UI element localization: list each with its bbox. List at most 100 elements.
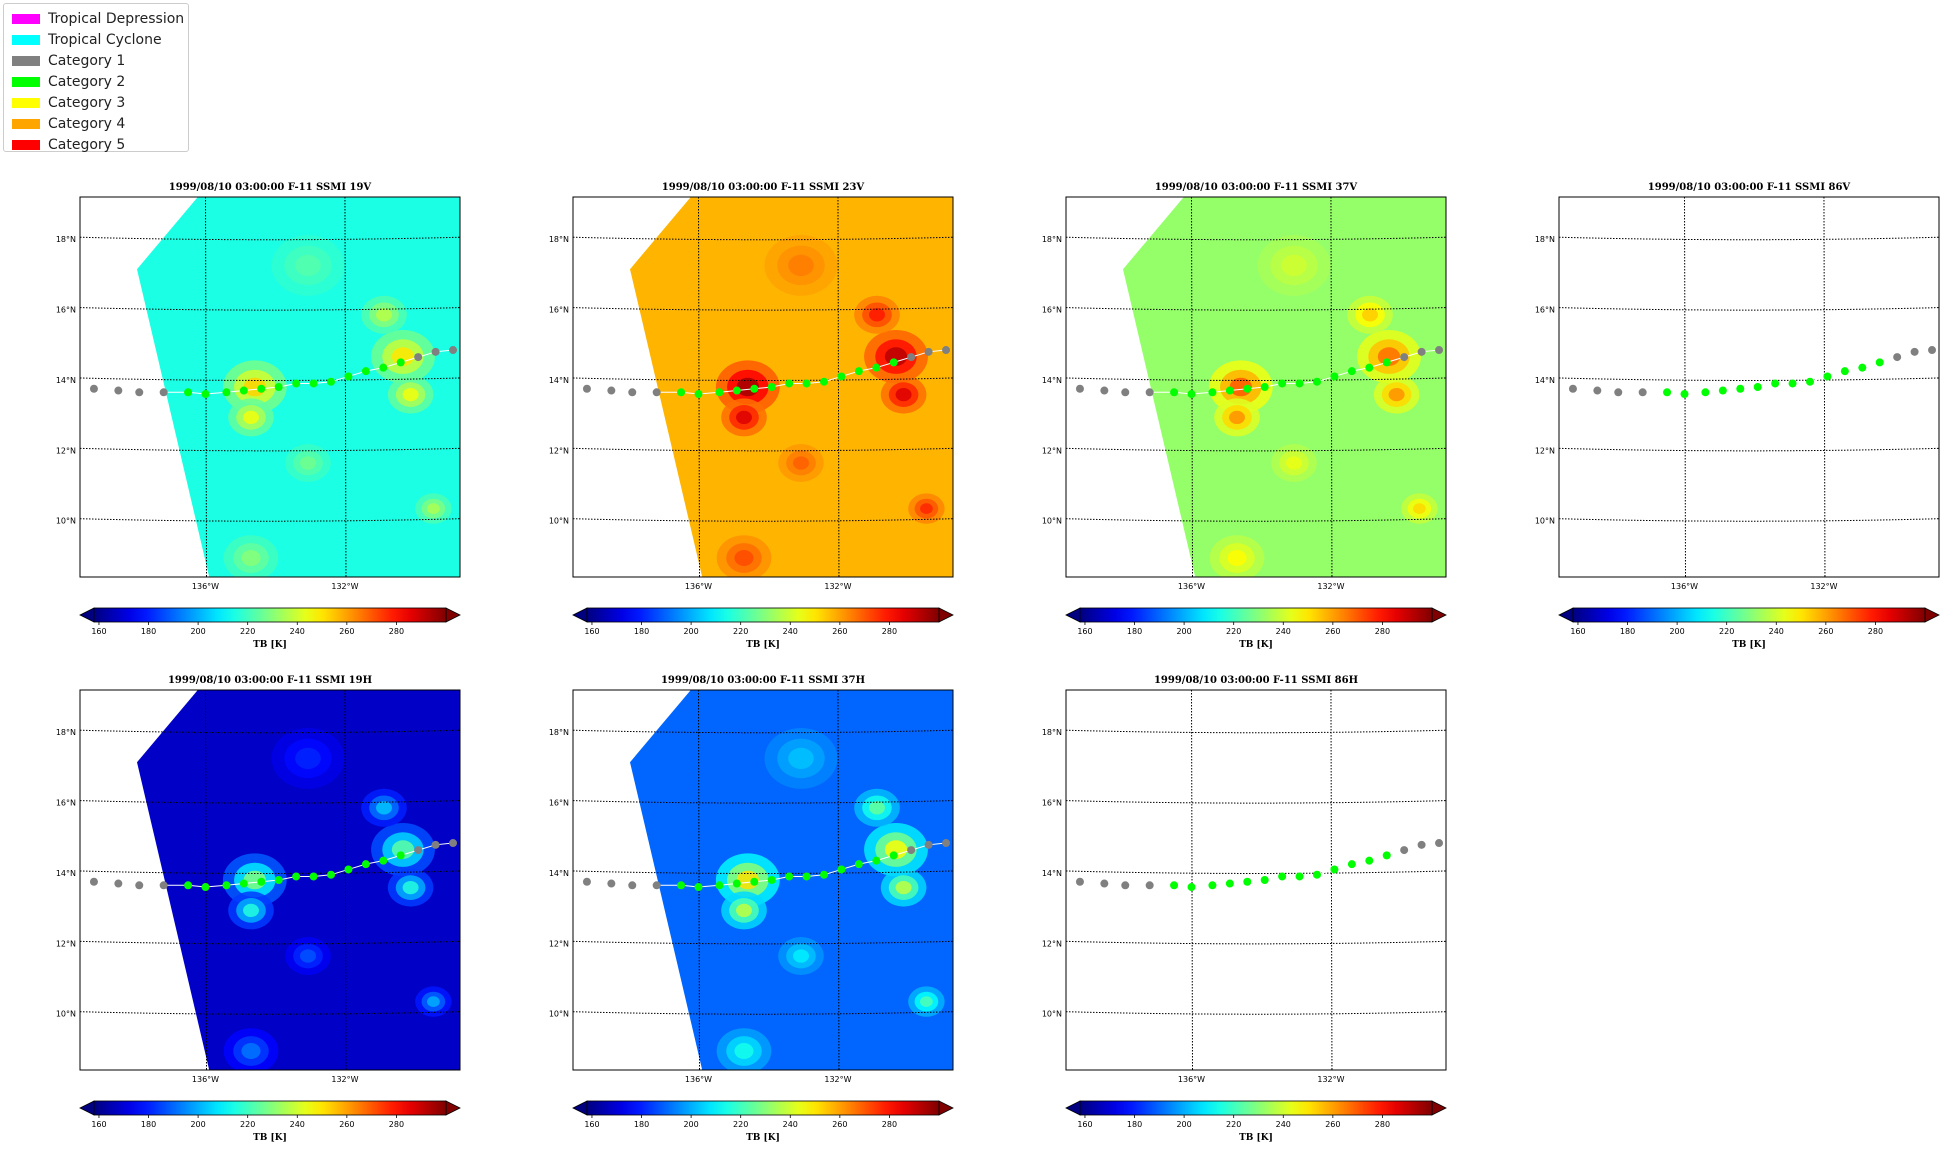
legend-item: Category 2 [12, 71, 188, 92]
track-point [159, 881, 168, 890]
track-point [694, 390, 703, 399]
lat-tick-label: 16°N [56, 799, 76, 808]
track-point [652, 388, 661, 397]
track-point [872, 363, 881, 372]
track-point [854, 367, 863, 376]
colorbar-extend-high [938, 1100, 954, 1116]
lat-gridline [79, 236, 461, 241]
track-point [1187, 883, 1196, 892]
track-point [1788, 379, 1797, 388]
track-point [396, 851, 405, 860]
colorbar-tick-label: 240 [783, 1120, 798, 1129]
lat-gridline [1065, 940, 1447, 945]
colorbar-tick-label: 280 [389, 627, 404, 636]
colorbar-tick-label: 220 [240, 1120, 255, 1129]
track-point [1330, 372, 1339, 381]
colorbar-label: TB [K] [253, 1133, 287, 1143]
lat-tick-label: 10°N [549, 1010, 569, 1019]
track-point [201, 883, 210, 892]
track-point [361, 860, 370, 869]
lon-gridline [344, 196, 347, 578]
colorbar-gradient [93, 607, 447, 623]
lon-tick-label: 136°W [192, 582, 219, 591]
track-point [652, 881, 661, 890]
track-point [1663, 388, 1672, 397]
satellite-panel: 1999/08/10 03:00:00 F-11 SSMI 37V 18°N 16°… [1042, 182, 1447, 650]
track-point [1840, 367, 1849, 376]
track-point [1100, 386, 1109, 395]
legend-label: Tropical Cyclone [48, 31, 162, 48]
track-point [1187, 390, 1196, 399]
lon-tick-label: 136°W [685, 582, 712, 591]
lat-gridline [1558, 236, 1940, 241]
track-point [820, 377, 829, 386]
colorbar-tick-label: 200 [190, 627, 205, 636]
colorbar-label: TB [K] [253, 640, 287, 650]
lat-gridline [1065, 377, 1447, 381]
lat-gridline [1065, 1011, 1447, 1015]
satellite-panel: 1999/08/10 03:00:00 F-11 SSMI 37H 18°N 16°… [549, 675, 954, 1143]
colorbar-tick-label: 220 [1719, 627, 1734, 636]
legend-swatch [12, 34, 40, 45]
colorbar-extend-low [1065, 1100, 1081, 1116]
track-point [750, 384, 759, 393]
colorbar-tick-label: 160 [584, 627, 599, 636]
lat-gridline [1558, 518, 1940, 522]
lon-gridline [1191, 689, 1194, 1071]
track-point [1278, 872, 1287, 881]
lat-gridline [79, 940, 461, 945]
legend-swatch [12, 55, 40, 66]
lat-tick-label: 10°N [1042, 1010, 1062, 1019]
lat-tick-label: 16°N [1042, 306, 1062, 315]
lat-tick-label: 12°N [549, 939, 569, 948]
track-point [677, 881, 686, 890]
panel-title: 1999/08/10 03:00:00 F-11 SSMI 19V [169, 182, 372, 193]
track-point [1400, 353, 1409, 362]
track-point [582, 384, 591, 393]
colorbar-gradient [586, 607, 940, 623]
lat-tick-label: 12°N [1042, 939, 1062, 948]
lat-gridline [79, 518, 461, 522]
lon-gridline [1330, 196, 1333, 578]
track-point [327, 870, 336, 879]
track-point [1278, 379, 1287, 388]
track-point [907, 846, 916, 855]
track-point [767, 383, 776, 391]
lat-gridline [79, 800, 461, 804]
lat-tick-label: 18°N [56, 235, 76, 244]
lat-gridline [572, 518, 954, 522]
track-point [1568, 384, 1577, 393]
legend-item: Category 4 [12, 113, 188, 134]
track-point [837, 372, 846, 381]
track-point [396, 358, 405, 367]
colorbar: 160 180 200 220 240 260 280 TB [K] [572, 607, 954, 650]
colorbar-tick-label: 220 [733, 1120, 748, 1129]
colorbar-tick-label: 260 [339, 1120, 354, 1129]
lat-tick-label: 10°N [1042, 517, 1062, 526]
satellite-panel: 1999/08/10 03:00:00 F-11 SSMI 86H 18°N 16°… [1042, 675, 1447, 1143]
lat-gridline [1558, 377, 1940, 381]
colorbar-gradient [1572, 607, 1926, 623]
lat-gridline [79, 1011, 461, 1015]
lat-gridline [79, 307, 461, 311]
track-point [1400, 846, 1409, 855]
colorbar-tick-label: 280 [389, 1120, 404, 1129]
lon-tick-label: 132°W [824, 1075, 851, 1084]
track-point [889, 851, 898, 860]
colorbar-tick-label: 180 [1620, 627, 1635, 636]
storm-track-line [1079, 842, 1440, 888]
colorbar-tick-label: 180 [1127, 627, 1142, 636]
legend-swatch [12, 13, 40, 24]
track-point [1100, 879, 1109, 888]
satellite-panel: 1999/08/10 03:00:00 F-11 SSMI 86V 18°N 16°… [1535, 182, 1940, 650]
track-point [1718, 386, 1727, 395]
colorbar-tick-label: 180 [141, 1120, 156, 1129]
lon-gridline [1191, 196, 1194, 578]
colorbar-tick-label: 200 [1176, 1120, 1191, 1129]
track-point [1243, 384, 1252, 393]
track-point [274, 876, 283, 884]
track-point [1243, 877, 1252, 886]
colorbar-tick-label: 180 [1127, 1120, 1142, 1129]
track-point [379, 856, 388, 865]
track-point [222, 881, 231, 890]
